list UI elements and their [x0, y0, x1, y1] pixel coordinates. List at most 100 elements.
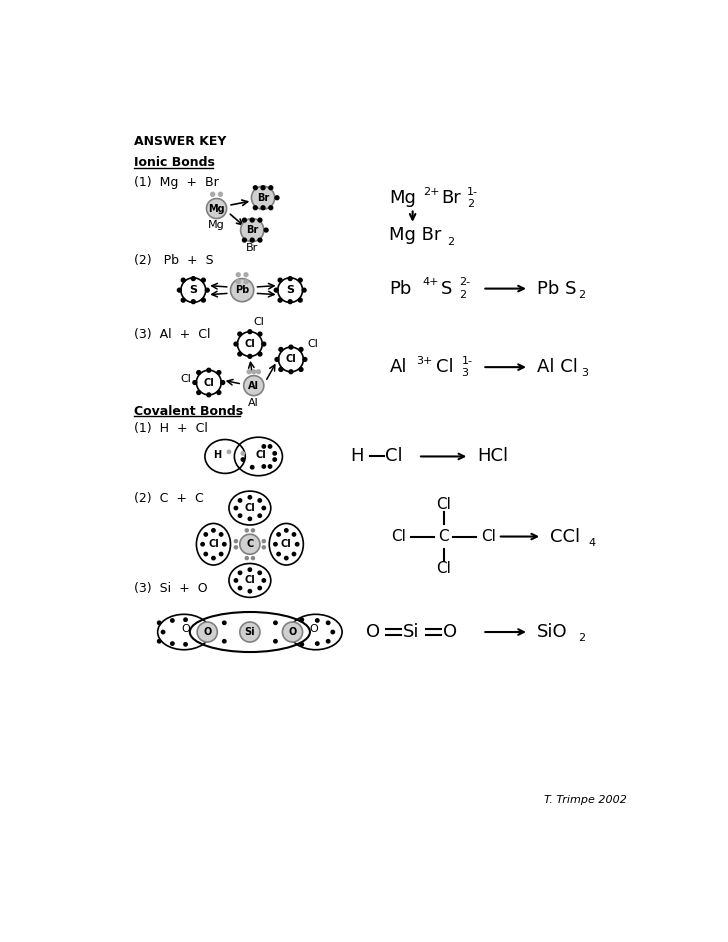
Circle shape [278, 299, 282, 302]
Text: Cl: Cl [203, 378, 214, 387]
Text: 3: 3 [581, 368, 587, 379]
Circle shape [269, 445, 272, 448]
Text: Al: Al [389, 358, 407, 376]
Text: O: O [181, 624, 190, 634]
Circle shape [289, 345, 293, 349]
Circle shape [234, 342, 238, 346]
Circle shape [302, 288, 306, 292]
Text: Cl: Cl [208, 539, 219, 549]
Circle shape [273, 451, 277, 455]
Circle shape [303, 358, 306, 362]
Circle shape [184, 618, 187, 622]
Text: Cl: Cl [436, 496, 451, 512]
Circle shape [162, 630, 165, 634]
Circle shape [273, 458, 277, 462]
Text: Cl: Cl [254, 317, 264, 328]
Text: 2-: 2- [459, 278, 470, 287]
Circle shape [251, 187, 274, 209]
Circle shape [279, 348, 282, 351]
Circle shape [326, 640, 330, 643]
Circle shape [256, 370, 261, 374]
Circle shape [212, 557, 215, 560]
Text: O: O [443, 623, 457, 641]
Text: Br: Br [441, 188, 461, 206]
Circle shape [274, 288, 278, 292]
Circle shape [253, 205, 257, 210]
Circle shape [204, 552, 207, 556]
Text: S: S [189, 285, 197, 295]
Circle shape [238, 514, 242, 517]
Circle shape [240, 219, 264, 242]
Circle shape [279, 347, 304, 372]
Text: (1)  H  +  Cl: (1) H + Cl [134, 422, 207, 435]
Circle shape [218, 192, 223, 196]
Circle shape [240, 534, 260, 554]
Circle shape [258, 219, 262, 222]
Circle shape [274, 640, 277, 643]
Text: 2: 2 [459, 290, 466, 300]
Circle shape [296, 543, 299, 546]
Text: Al: Al [248, 398, 259, 408]
Text: Cl: Cl [481, 529, 496, 544]
Text: C: C [246, 539, 253, 549]
Text: S: S [286, 285, 294, 295]
Circle shape [262, 540, 266, 543]
Circle shape [170, 619, 174, 622]
Circle shape [197, 391, 201, 395]
Circle shape [238, 586, 242, 590]
Text: Mg Br: Mg Br [389, 226, 442, 245]
Circle shape [223, 621, 226, 625]
Text: 4: 4 [588, 538, 596, 547]
Circle shape [234, 507, 237, 510]
Circle shape [298, 278, 302, 282]
Circle shape [181, 278, 185, 282]
Text: ANSWER KEY: ANSWER KEY [134, 135, 226, 148]
Circle shape [157, 640, 161, 643]
Circle shape [292, 552, 296, 556]
Circle shape [240, 622, 260, 642]
Text: 3: 3 [462, 368, 468, 379]
Text: Cl: Cl [245, 503, 256, 513]
Circle shape [274, 621, 277, 625]
Circle shape [245, 528, 248, 532]
Circle shape [316, 619, 319, 622]
Circle shape [242, 238, 246, 242]
Circle shape [170, 642, 174, 645]
Circle shape [331, 630, 334, 634]
Text: O: O [366, 623, 380, 641]
Circle shape [253, 186, 257, 189]
Circle shape [248, 370, 251, 374]
Circle shape [217, 370, 221, 375]
Circle shape [237, 273, 240, 277]
Text: (2)  C  +  C: (2) C + C [134, 492, 203, 505]
Circle shape [181, 299, 185, 302]
Circle shape [244, 376, 264, 396]
Circle shape [279, 367, 282, 371]
Text: H: H [351, 447, 364, 465]
Circle shape [326, 621, 330, 625]
Circle shape [258, 238, 262, 242]
Text: Cl: Cl [256, 450, 266, 460]
Circle shape [251, 557, 255, 560]
Circle shape [282, 622, 303, 642]
Text: Cl: Cl [281, 539, 292, 549]
Circle shape [269, 186, 273, 189]
Text: Si: Si [245, 627, 256, 637]
Circle shape [262, 342, 266, 346]
Circle shape [275, 358, 279, 362]
Circle shape [278, 278, 282, 282]
Text: Cl: Cl [245, 576, 256, 585]
Circle shape [217, 391, 221, 395]
Text: Ionic Bonds: Ionic Bonds [134, 155, 215, 169]
Circle shape [258, 586, 261, 590]
Circle shape [245, 557, 248, 560]
Circle shape [250, 465, 254, 469]
Circle shape [248, 568, 252, 572]
Circle shape [231, 279, 254, 301]
Circle shape [248, 495, 252, 499]
Circle shape [238, 333, 242, 336]
Circle shape [202, 278, 205, 282]
Circle shape [181, 278, 206, 302]
Text: Cl: Cl [307, 339, 318, 349]
Circle shape [269, 205, 273, 210]
